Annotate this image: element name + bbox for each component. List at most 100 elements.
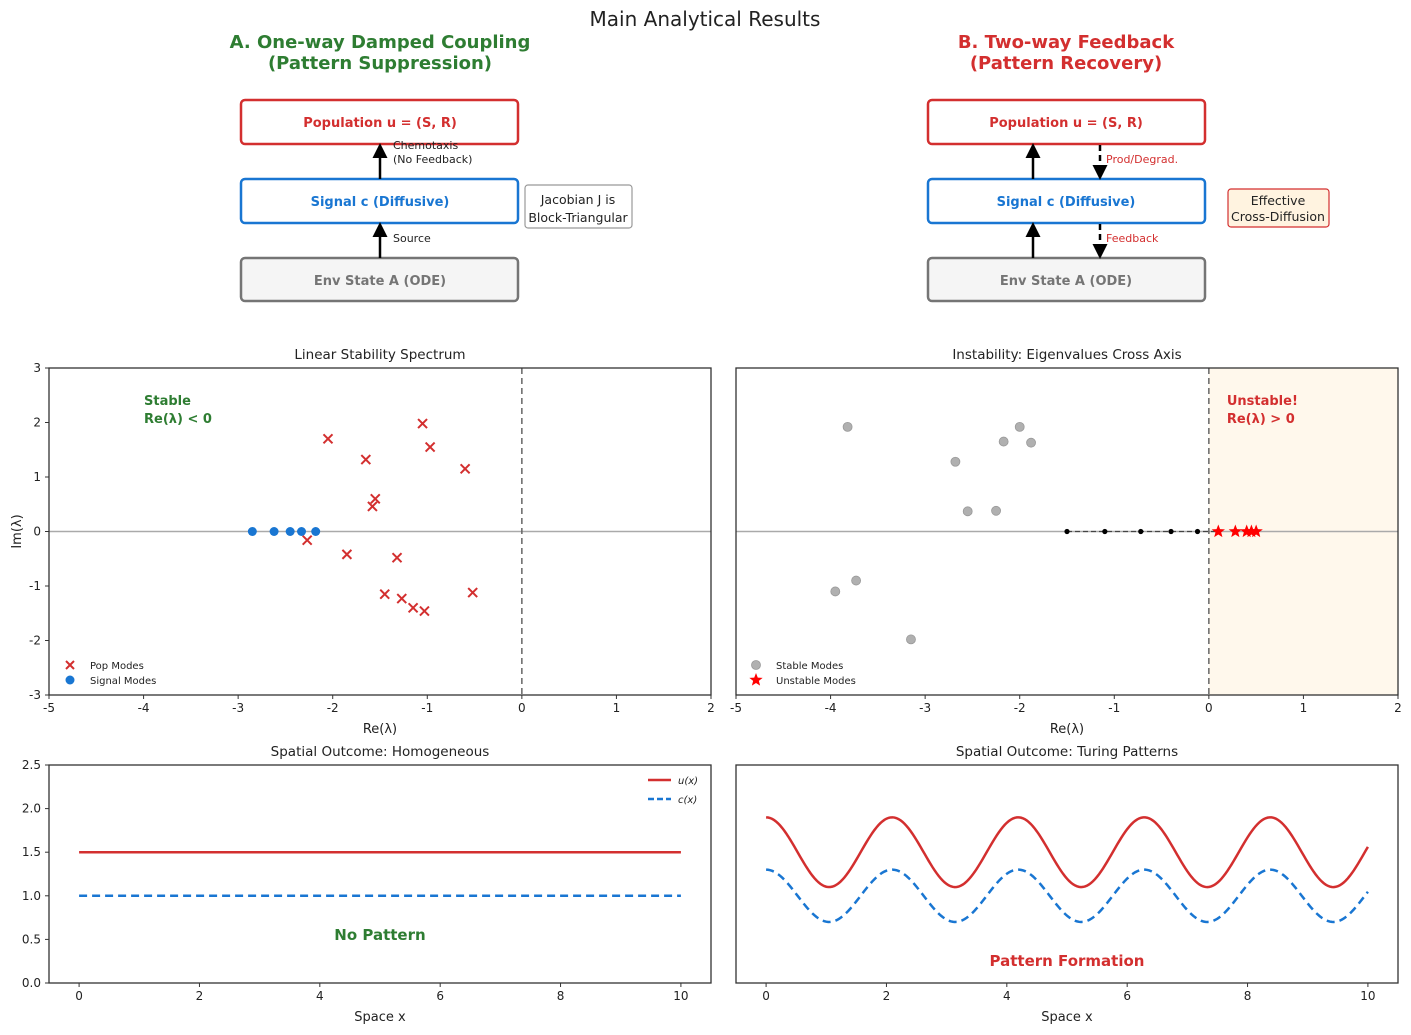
- x-tick-label: 4: [316, 989, 324, 1003]
- suptitle: Main Analytical Results: [590, 7, 821, 31]
- panel-b-arrow-bottom-label: Feedback: [1106, 232, 1159, 245]
- x-tick-label: -5: [43, 701, 55, 715]
- panel-b-signal-box: [926, 177, 1207, 225]
- panel-a-arrow-top-label-line2: (No Feedback): [393, 153, 472, 166]
- pop-mode-point: [459, 463, 471, 475]
- stable-mode-point: [842, 421, 853, 432]
- y-tick-label: 0.5: [22, 932, 41, 946]
- unstable-annotation-line2: Re(λ) > 0: [1227, 412, 1295, 427]
- plot-frame: [735, 367, 1399, 696]
- x-tick-label: 1: [613, 701, 621, 715]
- y-tick-label: 2: [33, 416, 41, 430]
- stable-mode-point: [950, 456, 961, 467]
- panel-b-arrow-top-label: Prod/Degrad.: [1106, 153, 1178, 166]
- pop-mode-point: [467, 587, 478, 598]
- x-tick-label: 1: [1300, 701, 1308, 715]
- plot-frame: [735, 764, 1399, 984]
- stable-mode-point: [962, 506, 973, 517]
- panel-a-diagram: A. One-way Damped Coupling (Pattern Supp…: [230, 32, 633, 303]
- y-tick-label: -1: [29, 579, 41, 593]
- signal-mode-point: [311, 527, 321, 536]
- pop-mode-point: [407, 602, 419, 614]
- pop-mode-point: [391, 552, 403, 563]
- y-tick-label: 3: [33, 361, 41, 375]
- y-tick-label: 1.5: [22, 845, 41, 859]
- x-tick-label: 2: [1394, 701, 1402, 715]
- legend-signal-modes-marker: [65, 675, 75, 685]
- panel-a-note-line2: Block-Triangular: [528, 210, 628, 225]
- y-tick-label: 0: [33, 525, 41, 539]
- crossing-path-point: [1064, 528, 1070, 535]
- stable-mode-point: [830, 586, 841, 597]
- x-tick-label: -3: [919, 701, 931, 715]
- stable-mode-point: [1014, 421, 1025, 432]
- signal-mode-point: [297, 527, 307, 536]
- x-tick-label: -4: [138, 701, 150, 715]
- homogeneous-outcome-chart: Spatial Outcome: Homogeneous 0 2 4 6 8 10 0.0 0.…: [22, 744, 712, 1025]
- crossing-path-point: [1168, 528, 1174, 535]
- panel-a-env-label: Env State A (ODE): [314, 274, 446, 289]
- unstable-mode-point: [1228, 524, 1242, 538]
- legend-unstable-modes-label: Unstable Modes: [776, 676, 856, 687]
- x-axis-label: Space x: [1041, 1010, 1093, 1025]
- legend-stable-modes-label: Stable Modes: [776, 661, 843, 672]
- stable-mode-point: [906, 634, 916, 645]
- panel-a-title-line1: A. One-way Damped Coupling: [230, 32, 531, 53]
- x-tick-label: 2: [883, 989, 891, 1003]
- x-tick-label: 10: [673, 989, 688, 1003]
- panel-b-env-box: [926, 256, 1207, 303]
- legend-label-c: c(x): [678, 795, 697, 806]
- stable-mode-point: [991, 505, 1001, 516]
- x-tick-label: 4: [1003, 989, 1011, 1003]
- panel-b-title-line2: (Pattern Recovery): [970, 53, 1162, 74]
- unstable-mode-point: [1211, 524, 1225, 538]
- pop-mode-point: [396, 593, 407, 604]
- y-tick-label: 2.0: [22, 802, 41, 816]
- panel-a-note-line1: Jacobian J is: [540, 192, 615, 207]
- panel-b-note-line1: Effective: [1251, 193, 1306, 208]
- panel-b-env-label: Env State A (ODE): [1000, 274, 1132, 289]
- x-tick-label: 8: [557, 989, 565, 1003]
- x-tick-label: -2: [327, 701, 339, 715]
- stable-annotation-line2: Re(λ) < 0: [144, 412, 212, 427]
- outcome-annotation: No Pattern: [334, 926, 425, 944]
- turing-pattern-chart: Spatial Outcome: Turing Patterns 0 2 4 6 8 10 S…: [735, 744, 1399, 1025]
- chart-title: Spatial Outcome: Homogeneous: [271, 744, 490, 760]
- y-tick-label: 2.5: [22, 758, 41, 772]
- panel-b-signal-label: Signal c (Diffusive): [997, 195, 1136, 210]
- signal-mode-point: [269, 527, 279, 536]
- legend-stable-modes-marker: [751, 660, 761, 670]
- pop-mode-point: [360, 454, 372, 465]
- panel-a-signal-label: Signal c (Diffusive): [311, 195, 450, 210]
- panel-b-note-box: [1227, 188, 1330, 228]
- pop-mode-point: [370, 493, 381, 505]
- x-tick-label: 10: [1360, 989, 1375, 1003]
- stable-mode-point: [998, 436, 1009, 447]
- y-tick-label: 0.0: [22, 976, 41, 990]
- signal-mode-point: [247, 527, 257, 536]
- chart-title: Linear Stability Spectrum: [294, 347, 465, 363]
- x-tick-label: 2: [196, 989, 204, 1003]
- x-tick-label: 0: [75, 989, 83, 1003]
- legend-signal-modes-label: Signal Modes: [90, 676, 156, 687]
- unstable-mode-point: [1249, 524, 1263, 538]
- x-tick-label: 0: [518, 701, 526, 715]
- crossing-path-point: [1138, 528, 1144, 535]
- x-axis-label: Re(λ): [1050, 722, 1084, 737]
- crossing-path-point: [1102, 528, 1108, 535]
- stable-mode-point: [851, 575, 862, 586]
- x-tick-label: 6: [1123, 989, 1131, 1003]
- pop-mode-point: [301, 535, 313, 546]
- x-tick-label: -1: [421, 701, 433, 715]
- x-tick-label: 6: [436, 989, 444, 1003]
- instability-chart: Instability: Eigenvalues Cross Axis -5 -4 -…: [730, 347, 1402, 737]
- y-tick-label: 1.0: [22, 889, 41, 903]
- pop-mode-point: [322, 433, 334, 445]
- y-tick-label: 1: [33, 470, 41, 484]
- x-tick-label: -5: [730, 701, 742, 715]
- panel-a-arrow-top-label-line1: Chemotaxis: [393, 139, 458, 152]
- panel-b-title-line1: B. Two-way Feedback: [958, 32, 1175, 53]
- stable-annotation-line1: Stable: [144, 394, 191, 409]
- x-tick-label: -1: [1108, 701, 1120, 715]
- x-axis-label: Re(λ): [363, 722, 397, 737]
